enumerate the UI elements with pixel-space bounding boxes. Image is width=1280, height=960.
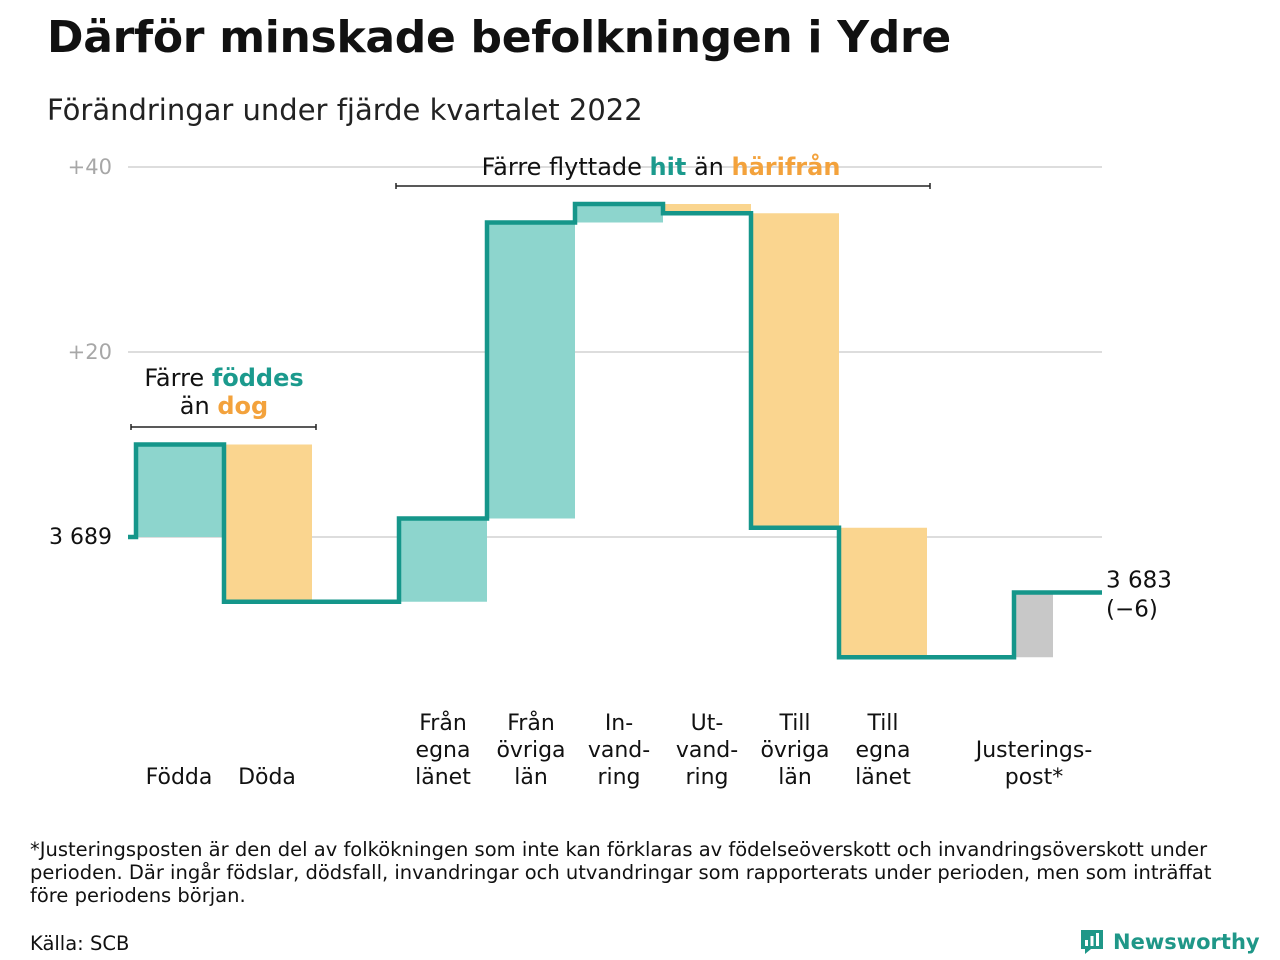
x-category-label: Från (507, 710, 555, 736)
annotation-fodda-line1-part: Färre (144, 364, 212, 392)
y-tick-label: +40 (68, 155, 112, 179)
x-category-label: Döda (238, 765, 296, 790)
x-category-label: län (514, 765, 548, 790)
bar-minus (663, 204, 751, 214)
chart-subtitle: Förändringar under fjärde kvartalet 2022 (47, 93, 643, 127)
footnote: *Justeringsposten är den del av folkökni… (30, 838, 1212, 907)
x-category-label: Till (866, 711, 898, 736)
x-category-label: ring (685, 765, 728, 790)
bar-adjust (1014, 592, 1053, 658)
annotation-fodda-line2-part: dog (217, 392, 268, 420)
x-category-label: Ut- (691, 711, 724, 736)
bar-minus (224, 444, 312, 602)
bar-plus (575, 204, 663, 223)
annotation-fodda-line1: Färre föddes (144, 364, 303, 392)
x-category-label: län (778, 765, 812, 790)
annotation-flytt-part: Färre flyttade (482, 153, 650, 181)
newsworthy-logo: Newsworthy (1079, 928, 1260, 956)
annotation-fodda-line2: än dog (180, 392, 268, 420)
x-category-label: Födda (146, 765, 213, 790)
annotation-flytt: Färre flyttade hit än härifrån (482, 152, 841, 181)
x-category-label: övriga (496, 738, 565, 763)
logo-text: Newsworthy (1113, 930, 1260, 954)
x-category-label: Justerings- (974, 738, 1093, 763)
x-category-label: övriga (760, 738, 829, 763)
annotation-fodda-line2-part: än (180, 392, 218, 420)
x-category-label: länet (415, 765, 471, 790)
x-category-label: post* (1005, 765, 1064, 790)
source-note: Källa: SCB (30, 932, 130, 955)
end-change-label: (−6) (1106, 597, 1158, 623)
x-category-label: vand- (676, 738, 738, 763)
x-category-label: In- (605, 711, 633, 736)
x-category-label: Från (419, 710, 467, 736)
bar-minus (751, 213, 839, 528)
annotation-flytt-part: än (686, 153, 731, 181)
cumulative-step-line (128, 201, 1102, 660)
x-category-label: egna (416, 738, 471, 763)
x-category-label: egna (856, 738, 911, 763)
x-category-label: Till (778, 711, 810, 736)
grid-layer: +40 +20 3 689 (49, 155, 1102, 550)
bar-plus (487, 222, 575, 519)
x-label-layer: Födda DödaFrånegnalänetFrånövrigalänIn-va… (146, 710, 1093, 790)
start-value-label: 3 689 (49, 525, 112, 550)
bar-minus (839, 527, 927, 658)
bar-plus (399, 518, 487, 602)
x-category-label: vand- (588, 738, 650, 763)
annotation-flytt-part: hit (650, 153, 687, 181)
line-layer: 3 683 (−6) (128, 201, 1172, 660)
x-category-label: länet (855, 765, 911, 790)
annotation-fodda-line1-part: föddes (212, 364, 304, 392)
chart-title: Därför minskade befolkningen i Ydre (47, 12, 951, 63)
y-tick-label: +20 (68, 340, 112, 364)
newsworthy-logo-icon (1081, 930, 1103, 954)
x-category-label: ring (597, 765, 640, 790)
annotation-flytt-part: härifrån (732, 152, 841, 181)
bar-plus (136, 444, 224, 537)
bars-layer (136, 204, 1053, 658)
end-value-label: 3 683 (1106, 568, 1172, 594)
